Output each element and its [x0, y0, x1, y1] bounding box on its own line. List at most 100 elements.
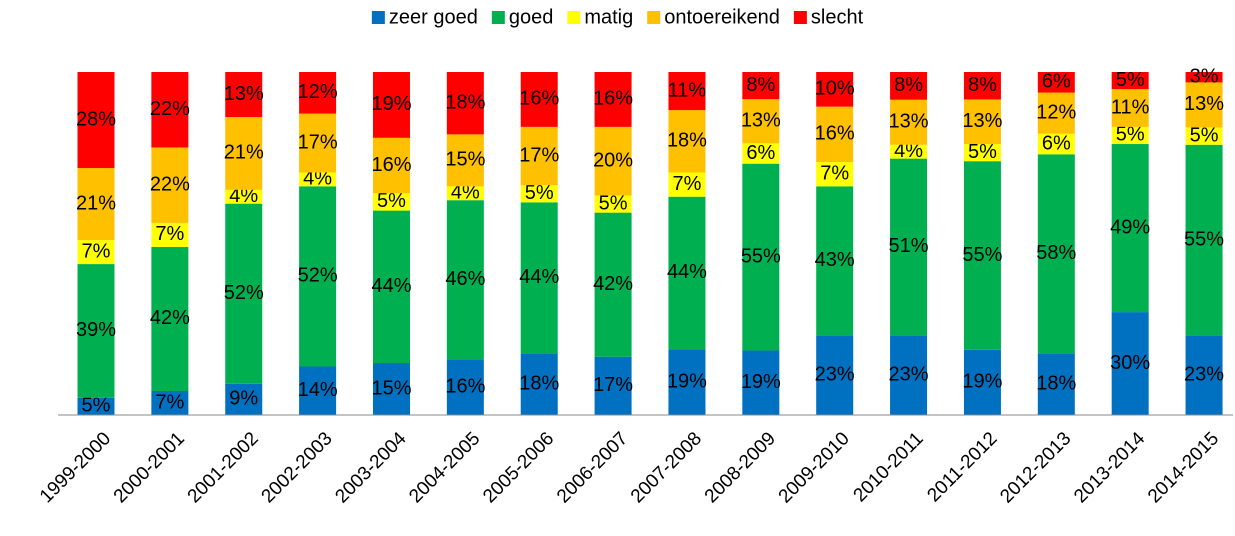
data-label: 51%: [889, 235, 929, 257]
bar-segment: [668, 349, 706, 415]
x-tick-label: 2005-2006: [479, 428, 558, 507]
bar-segment: [299, 72, 337, 114]
bar-segment: [1185, 127, 1223, 145]
bar-segment: [816, 186, 854, 336]
x-tick-label: 2003-2004: [331, 428, 410, 507]
bar-segment: [372, 137, 410, 194]
data-label: 7%: [820, 162, 849, 184]
data-label: 4%: [303, 168, 332, 190]
bar-segment: [816, 162, 854, 187]
data-label: 44%: [667, 261, 707, 283]
data-label: 5%: [1116, 124, 1145, 146]
data-label: 23%: [889, 363, 929, 385]
x-tick-label: 2000-2001: [110, 428, 189, 507]
legend-label: matig: [584, 6, 633, 28]
bar-segment: [742, 99, 780, 144]
data-label: 43%: [815, 249, 855, 271]
data-label: 42%: [593, 273, 633, 295]
bar-segment: [1037, 92, 1075, 134]
bar-segment: [594, 195, 632, 213]
bar-segment: [299, 172, 337, 187]
data-label: 6%: [1042, 71, 1071, 93]
legend-label: goed: [509, 6, 554, 28]
bar-segment: [446, 186, 484, 201]
bar-segment: [372, 72, 410, 138]
bar-segment: [668, 72, 706, 111]
bar-segment: [1111, 126, 1149, 145]
data-label: 18%: [667, 130, 707, 152]
bar-segment: [372, 363, 410, 415]
data-label: 5%: [1116, 69, 1145, 91]
bar-segment: [963, 72, 1001, 100]
bar-segment: [668, 110, 706, 173]
x-tick-label: 2007-2008: [627, 428, 706, 507]
bar-segment: [225, 203, 263, 384]
legend-swatch: [567, 11, 581, 24]
data-label: 21%: [76, 192, 116, 214]
bar-segment: [151, 390, 189, 415]
bar-segment: [668, 172, 706, 197]
data-label: 8%: [746, 74, 775, 96]
data-label: 19%: [667, 370, 707, 392]
bar-segment: [151, 222, 189, 247]
bar-segment: [963, 161, 1001, 350]
data-label: 7%: [673, 173, 702, 195]
legend-label: ontoereikend: [664, 6, 780, 28]
data-label: 22%: [150, 98, 190, 120]
bar-segment: [299, 366, 337, 415]
bar-segment: [299, 186, 337, 367]
data-label: 30%: [1110, 352, 1150, 374]
data-label: 23%: [815, 363, 855, 385]
x-tick-label: 2002-2003: [258, 428, 337, 507]
legend-swatch: [371, 11, 385, 24]
data-label: 55%: [962, 244, 1002, 266]
x-tick-label: 2004-2005: [405, 428, 484, 507]
data-label: 17%: [593, 374, 633, 396]
data-label: 13%: [224, 83, 264, 105]
data-label: 10%: [815, 78, 855, 100]
bar-segment: [151, 72, 189, 148]
bar-segment: [1185, 82, 1223, 128]
legend-swatch: [793, 11, 807, 24]
bar-segment: [594, 212, 632, 357]
data-label: 11%: [1111, 96, 1150, 118]
x-tick-label: 2010-2011: [850, 428, 928, 506]
bar-segment: [77, 397, 115, 415]
bar-segment: [890, 144, 928, 159]
data-label: 15%: [445, 149, 485, 171]
bar-segment: [816, 72, 854, 107]
data-label: 20%: [593, 149, 633, 171]
data-label: 18%: [445, 91, 485, 113]
bar-segment: [742, 163, 780, 351]
bar-segment: [372, 193, 410, 211]
data-label: 16%: [445, 376, 485, 398]
bar-segment: [225, 72, 263, 118]
bar-segment: [446, 134, 484, 187]
data-label: 22%: [150, 173, 190, 195]
bar-segment: [1111, 72, 1149, 90]
x-tick-label: 2001-2002: [184, 428, 263, 507]
data-label: 4%: [894, 140, 923, 162]
data-label: 3%: [1190, 65, 1219, 87]
data-label: 8%: [894, 74, 923, 96]
bar-segment: [151, 147, 189, 223]
data-label: 5%: [968, 141, 997, 163]
data-label: 5%: [82, 395, 111, 417]
data-label: 13%: [962, 110, 1002, 132]
bar-segment: [742, 72, 780, 100]
data-label: 16%: [593, 88, 633, 110]
data-label: 19%: [962, 371, 1002, 393]
data-label: 5%: [599, 192, 628, 214]
data-label: 18%: [1036, 372, 1076, 394]
x-tick-label: 2014-2015: [1144, 428, 1223, 507]
data-label: 17%: [298, 131, 338, 153]
data-label: 49%: [1110, 216, 1150, 238]
legend-label: slecht: [811, 6, 864, 28]
bar-segment: [1037, 353, 1075, 415]
data-label: 44%: [519, 266, 559, 288]
data-label: 5%: [377, 190, 406, 212]
data-label: 5%: [1190, 124, 1219, 146]
bar-segment: [890, 99, 928, 145]
data-label: 55%: [741, 245, 781, 267]
